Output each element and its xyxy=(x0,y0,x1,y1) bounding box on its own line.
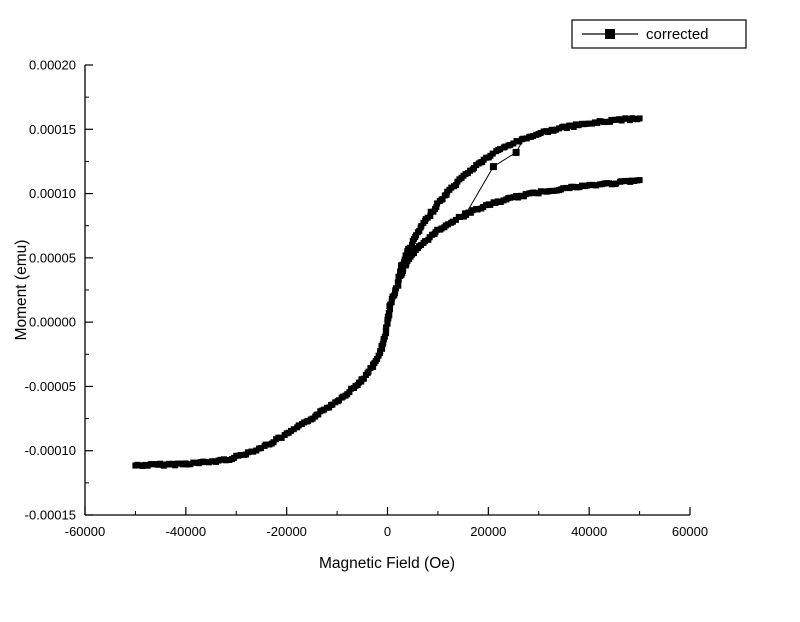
y-tick-label: 0.00015 xyxy=(29,122,76,137)
y-tick-label: -0.00015 xyxy=(25,508,76,523)
upper-branch-marker xyxy=(360,375,367,382)
upper-branch-marker xyxy=(636,115,643,122)
x-tick-label: -40000 xyxy=(166,524,206,539)
lower-branch-marker xyxy=(474,206,481,213)
legend: corrected xyxy=(571,19,747,49)
upper-branch-marker xyxy=(585,120,592,127)
upper-branch-marker xyxy=(374,356,381,362)
upper-branch-marker xyxy=(510,140,517,147)
lower-branch-marker xyxy=(570,183,577,190)
upper-branch-marker xyxy=(427,212,434,219)
lower-branch-marker xyxy=(593,182,600,189)
upper-branch-marker xyxy=(395,277,402,283)
upper-branch-marker xyxy=(157,460,164,467)
upper-branch-marker xyxy=(489,150,496,157)
lower-branch-marker xyxy=(487,201,494,208)
lower-branch-marker xyxy=(422,238,429,245)
upper-branch-marker xyxy=(257,445,264,452)
upper-branch-marker xyxy=(418,223,425,230)
x-tick-label: 60000 xyxy=(672,524,708,539)
lower-branch-marker xyxy=(618,178,625,185)
upper-branch-marker xyxy=(497,146,504,153)
upper-branch-marker xyxy=(416,227,423,234)
upper-branch-marker xyxy=(245,449,252,456)
upper-branch-marker xyxy=(406,244,413,251)
upper-branch-marker xyxy=(598,118,605,125)
upper-branch-marker xyxy=(381,333,388,340)
y-tick-label: 0.00020 xyxy=(29,58,76,73)
x-tick-label: -20000 xyxy=(266,524,306,539)
x-tick-label: -60000 xyxy=(65,524,105,539)
upper-branch-marker xyxy=(409,241,415,248)
upper-branch-marker xyxy=(144,462,151,469)
lower-branch-marker xyxy=(522,191,529,198)
upper-branch-marker xyxy=(290,426,297,433)
upper-branch-marker xyxy=(275,434,282,441)
lower-branch-marker xyxy=(560,185,567,192)
lower-branch-marker xyxy=(550,187,557,194)
lower-branch-marker xyxy=(400,266,407,273)
lower-branch-marker xyxy=(445,221,452,228)
upper-branch-marker xyxy=(346,389,353,396)
upper-branch-marker xyxy=(315,411,322,418)
upper-branch-marker xyxy=(623,115,630,122)
upper-branch-marker xyxy=(603,118,610,125)
lower-branch-marker xyxy=(469,207,476,214)
upper-branch-marker xyxy=(453,182,460,188)
transition-jump-marker xyxy=(462,210,470,218)
y-axis-title: Moment (emu) xyxy=(13,240,30,341)
upper-branch-marker xyxy=(545,129,551,135)
upper-branch-marker xyxy=(134,461,141,468)
lower-branch-marker xyxy=(623,178,630,185)
upper-branch-marker xyxy=(295,422,302,429)
upper-branch-marker xyxy=(365,368,372,375)
upper-branch-marker xyxy=(222,457,229,464)
x-axis-title: Magnetic Field (Oe) xyxy=(319,555,455,572)
upper-branch-marker xyxy=(217,456,224,463)
upper-branch-marker xyxy=(250,448,257,455)
y-tick-label: -0.00005 xyxy=(25,379,76,394)
upper-branch-marker xyxy=(162,461,169,468)
x-tick-label: 40000 xyxy=(571,524,607,539)
upper-branch-line xyxy=(133,116,642,468)
upper-branch-marker xyxy=(433,204,440,210)
upper-branch-marker xyxy=(575,122,582,129)
x-tick-label: 0 xyxy=(384,524,391,539)
x-tick-label: 20000 xyxy=(470,524,506,539)
upper-branch-marker xyxy=(237,452,244,458)
upper-branch-marker xyxy=(608,116,615,123)
upper-branch-marker xyxy=(388,299,395,306)
y-tick-label: 0.00010 xyxy=(29,186,76,201)
upper-branch-marker xyxy=(139,463,146,469)
upper-branch-marker xyxy=(560,123,567,130)
y-tick-label: 0.00000 xyxy=(29,315,76,330)
plot-area: -60000 -40000 -20000 0 20000 40000 60000 -0.000… xyxy=(25,58,708,540)
lower-branch-marker xyxy=(636,177,643,184)
legend-entry-label: corrected xyxy=(646,26,709,43)
upper-branch-marker xyxy=(202,459,209,466)
upper-branch-marker xyxy=(553,126,559,133)
lower-branch-marker xyxy=(537,188,544,195)
y-tick-label: 0.00005 xyxy=(29,250,76,265)
upper-branch-marker xyxy=(262,441,269,448)
upper-branch-marker xyxy=(618,117,625,124)
upper-branch-marker xyxy=(383,324,390,331)
lower-branch-marker xyxy=(613,180,620,187)
upper-branch-marker xyxy=(507,141,514,148)
y-tick-label: -0.00010 xyxy=(25,443,76,458)
upper-branch-marker xyxy=(439,196,446,203)
transition-jump-marker xyxy=(512,148,520,156)
upper-branch-marker xyxy=(530,133,537,139)
upper-branch-marker xyxy=(385,310,392,317)
upper-branch-marker xyxy=(395,282,402,289)
legend-square-marker-icon xyxy=(605,29,615,39)
transition-jump-marker xyxy=(489,163,497,171)
upper-branch-marker xyxy=(502,143,509,150)
upper-branch-marker xyxy=(380,339,387,346)
